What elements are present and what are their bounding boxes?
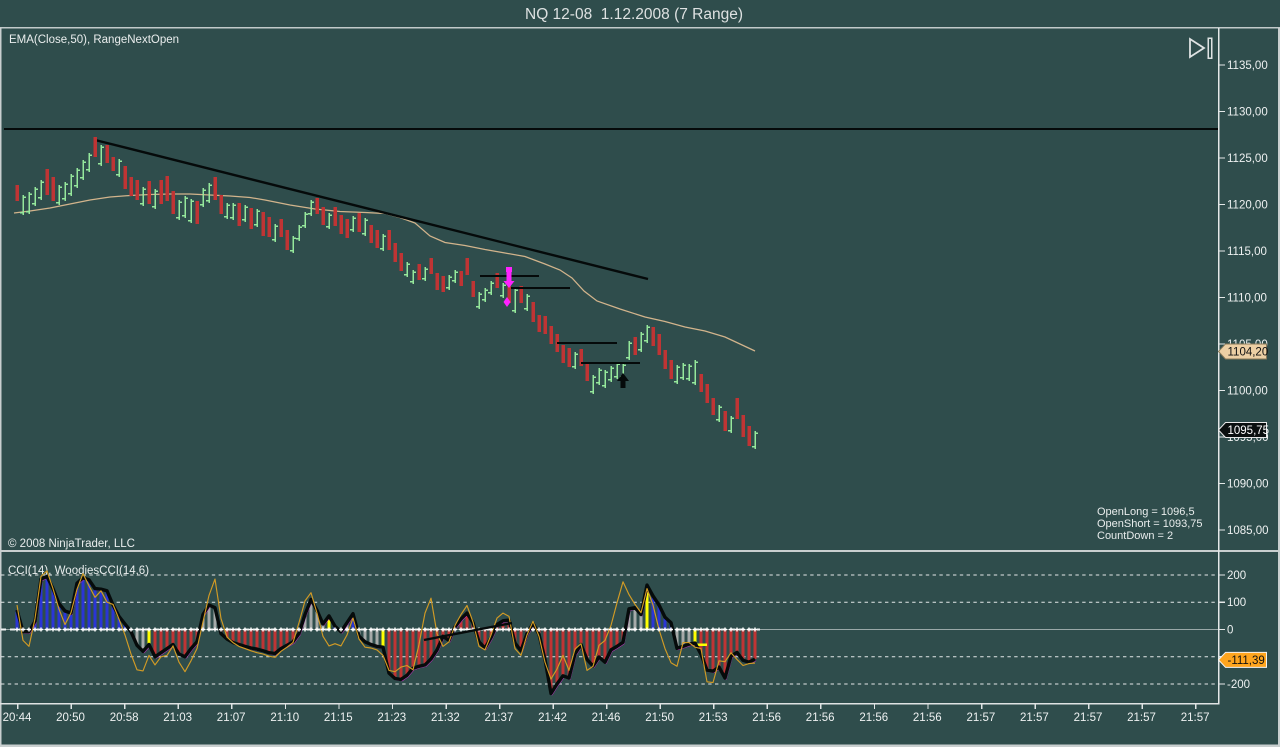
svg-text:OpenShort = 1093,75: OpenShort = 1093,75	[1097, 518, 1203, 530]
svg-text:21:57: 21:57	[1181, 712, 1210, 724]
svg-text:-200: -200	[1227, 679, 1250, 691]
svg-text:21:56: 21:56	[806, 712, 835, 724]
svg-text:1090,00: 1090,00	[1227, 479, 1269, 491]
svg-text:20:58: 20:58	[110, 712, 139, 724]
svg-text:21:56: 21:56	[859, 712, 888, 724]
svg-text:1095,75: 1095,75	[1228, 425, 1270, 437]
svg-text:1135,00: 1135,00	[1227, 60, 1268, 72]
svg-text:21:42: 21:42	[538, 712, 567, 724]
svg-text:21:57: 21:57	[1074, 712, 1103, 724]
svg-text:1100,00: 1100,00	[1227, 386, 1268, 398]
svg-text:21:57: 21:57	[967, 712, 996, 724]
svg-text:21:50: 21:50	[645, 712, 674, 724]
svg-text:100: 100	[1227, 597, 1246, 609]
svg-text:1130,00: 1130,00	[1227, 107, 1268, 119]
svg-text:21:37: 21:37	[485, 712, 514, 724]
svg-text:21:53: 21:53	[699, 712, 728, 724]
svg-text:OpenLong = 1096,5: OpenLong = 1096,5	[1097, 506, 1195, 518]
svg-text:CountDown = 2: CountDown = 2	[1097, 530, 1173, 542]
svg-text:1110,00: 1110,00	[1227, 293, 1267, 305]
svg-text:1120,00: 1120,00	[1227, 200, 1268, 212]
svg-text:0: 0	[1227, 625, 1233, 637]
svg-text:© 2008 NinjaTrader, LLC: © 2008 NinjaTrader, LLC	[8, 538, 135, 550]
svg-text:21:07: 21:07	[217, 712, 246, 724]
svg-text:21:03: 21:03	[163, 712, 192, 724]
svg-text:21:32: 21:32	[431, 712, 460, 724]
svg-text:21:23: 21:23	[377, 712, 406, 724]
svg-text:NQ 12-08 1.12.2008 (7 Range): NQ 12-08 1.12.2008 (7 Range)	[525, 6, 743, 23]
svg-text:21:57: 21:57	[1020, 712, 1049, 724]
svg-text:-111,39: -111,39	[1228, 655, 1265, 667]
svg-text:21:56: 21:56	[752, 712, 781, 724]
svg-text:EMA(Close,50), RangeNextOpen: EMA(Close,50), RangeNextOpen	[9, 34, 179, 46]
svg-text:21:46: 21:46	[592, 712, 621, 724]
svg-text:21:57: 21:57	[1127, 712, 1156, 724]
svg-text:21:56: 21:56	[913, 712, 942, 724]
svg-text:20:50: 20:50	[56, 712, 85, 724]
svg-text:1115,00: 1115,00	[1227, 246, 1267, 258]
svg-text:1085,00: 1085,00	[1227, 525, 1269, 537]
svg-text:1104,20: 1104,20	[1228, 347, 1269, 359]
svg-text:200: 200	[1227, 570, 1246, 582]
svg-text:20:44: 20:44	[3, 712, 32, 724]
svg-text:21:15: 21:15	[324, 712, 353, 724]
svg-text:21:10: 21:10	[270, 712, 299, 724]
svg-text:1125,00: 1125,00	[1227, 153, 1268, 165]
